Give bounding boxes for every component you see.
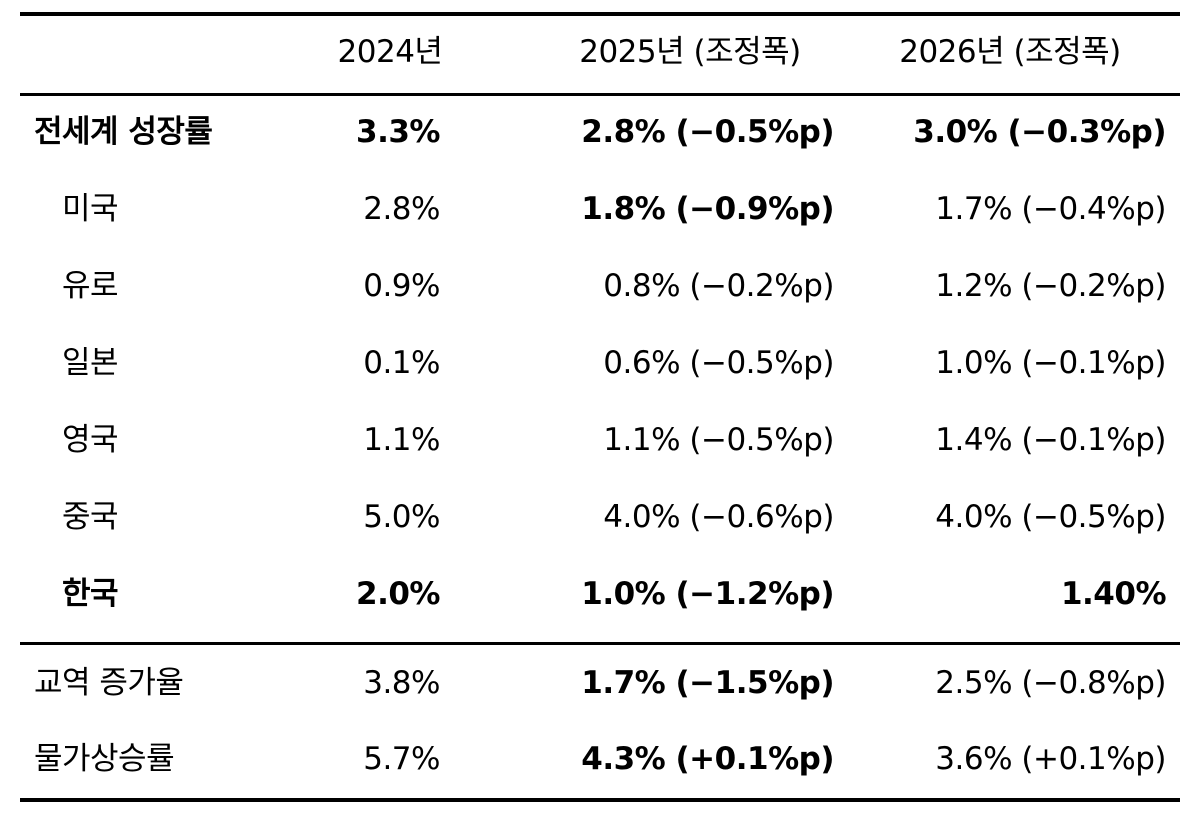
row-label: 미국 xyxy=(62,191,119,227)
row-label: 중국 xyxy=(62,499,119,535)
value-2026: 2.5% (−0.8%p) xyxy=(935,665,1166,701)
value-2024: 5.0% xyxy=(363,499,440,535)
table-row-world: 전세계 성장률 3.3% 2.8% (−0.5%p) 3.0% (−0.3%p) xyxy=(20,94,1180,170)
value-2025: 2.8% (−0.5%p) xyxy=(581,114,834,150)
value-2025: 4.3% (+0.1%p) xyxy=(581,741,834,777)
value-2024: 5.7% xyxy=(363,741,440,777)
table-row-uk: 영국 1.1% 1.1% (−0.5%p) 1.4% (−0.1%p) xyxy=(20,402,1180,478)
header-rule xyxy=(20,93,1180,96)
value-2025: 1.1% (−0.5%p) xyxy=(603,422,834,458)
value-2026: 1.40% xyxy=(1060,576,1167,612)
value-2026: 1.7% (−0.4%p) xyxy=(935,191,1166,227)
top-rule xyxy=(20,12,1180,16)
section-rule xyxy=(20,642,1180,645)
value-2024: 2.0% xyxy=(356,576,440,612)
value-2024: 3.8% xyxy=(363,665,440,701)
value-2024: 0.9% xyxy=(363,268,440,304)
bottom-rule xyxy=(20,798,1180,802)
table-row-japan: 일본 0.1% 0.6% (−0.5%p) 1.0% (−0.1%p) xyxy=(20,325,1180,401)
row-label: 물가상승률 xyxy=(34,741,175,777)
value-2025: 1.0% (−1.2%p) xyxy=(581,576,834,612)
table-row-us: 미국 2.8% 1.8% (−0.9%p) 1.7% (−0.4%p) xyxy=(20,171,1180,247)
value-2025: 1.8% (−0.9%p) xyxy=(581,191,834,227)
row-label: 일본 xyxy=(62,345,119,381)
value-2025: 1.7% (−1.5%p) xyxy=(581,665,834,701)
header-2025: 2025년 (조정폭) xyxy=(579,34,801,70)
value-2024: 0.1% xyxy=(363,345,440,381)
row-label: 한국 xyxy=(62,576,119,612)
value-2026: 3.6% (+0.1%p) xyxy=(935,741,1166,777)
header-2026: 2026년 (조정폭) xyxy=(899,34,1121,70)
value-2024: 3.3% xyxy=(356,114,440,150)
header-row: 2024년 2025년 (조정폭) 2026년 (조정폭) xyxy=(20,14,1180,90)
value-2025: 0.8% (−0.2%p) xyxy=(603,268,834,304)
row-label: 교역 증가율 xyxy=(34,665,184,701)
value-2026: 4.0% (−0.5%p) xyxy=(935,499,1166,535)
value-2026: 3.0% (−0.3%p) xyxy=(913,114,1166,150)
table-row-korea: 한국 2.0% 1.0% (−1.2%p) 1.40% xyxy=(20,556,1180,632)
value-2024: 1.1% xyxy=(363,422,440,458)
table-row-inflation: 물가상승률 5.7% 4.3% (+0.1%p) 3.6% (+0.1%p) xyxy=(20,721,1180,797)
row-label: 전세계 성장률 xyxy=(34,114,213,150)
value-2026: 1.0% (−0.1%p) xyxy=(935,345,1166,381)
value-2025: 0.6% (−0.5%p) xyxy=(603,345,834,381)
table-row-china: 중국 5.0% 4.0% (−0.6%p) 4.0% (−0.5%p) xyxy=(20,479,1180,555)
table-row-trade: 교역 증가율 3.8% 1.7% (−1.5%p) 2.5% (−0.8%p) xyxy=(20,645,1180,721)
value-2025: 4.0% (−0.6%p) xyxy=(603,499,834,535)
header-2024: 2024년 xyxy=(337,34,443,70)
row-label: 영국 xyxy=(62,422,119,458)
row-label: 유로 xyxy=(62,268,119,304)
value-2026: 1.4% (−0.1%p) xyxy=(935,422,1166,458)
value-2024: 2.8% xyxy=(363,191,440,227)
value-2026: 1.2% (−0.2%p) xyxy=(935,268,1166,304)
table-row-euro: 유로 0.9% 0.8% (−0.2%p) 1.2% (−0.2%p) xyxy=(20,248,1180,324)
